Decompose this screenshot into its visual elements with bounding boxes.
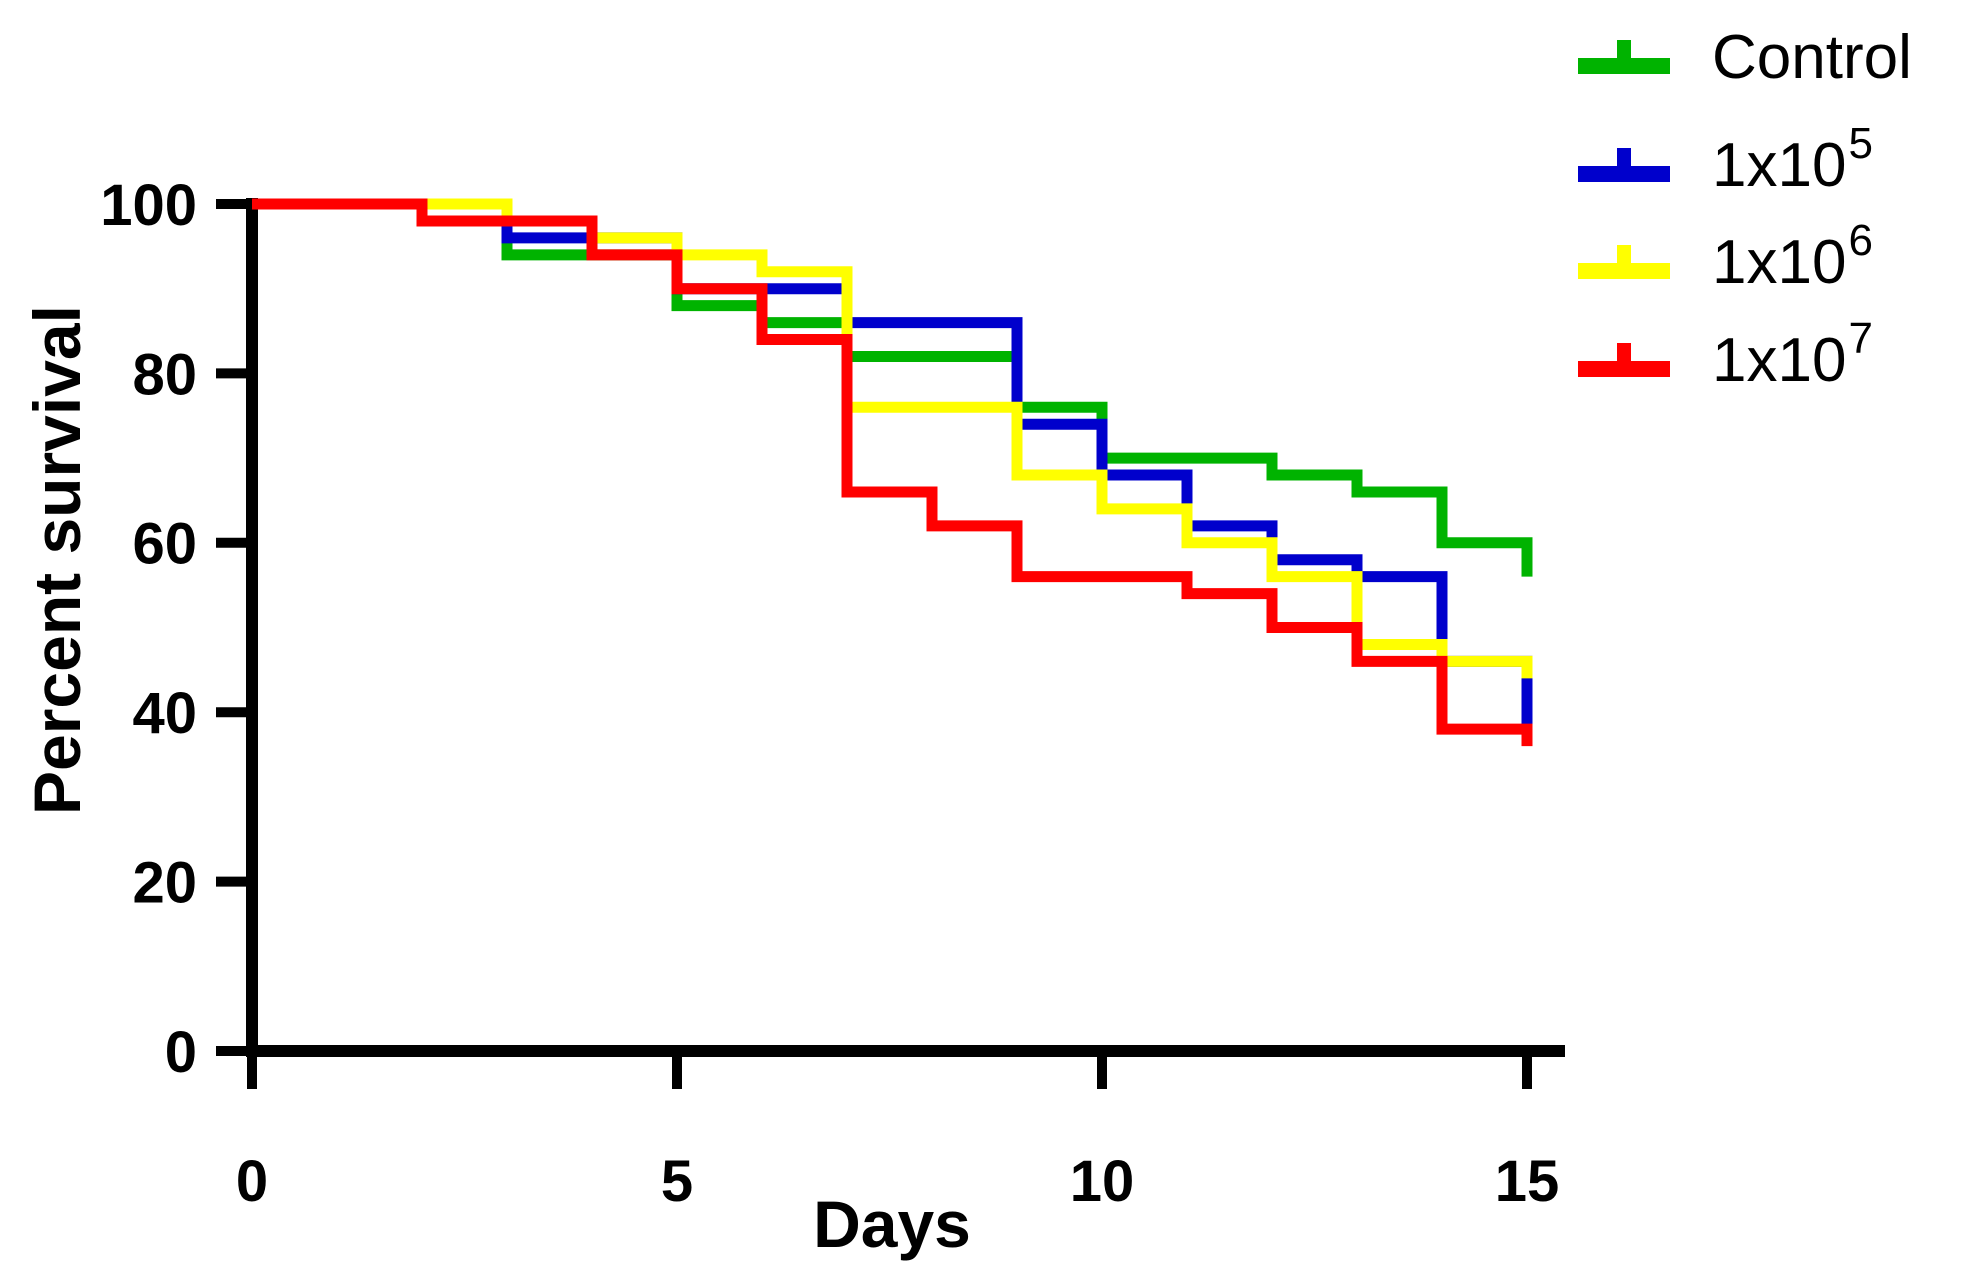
x-tick-label-15: 15 bbox=[1495, 1149, 1560, 1214]
legend-label-1x10e7: 1x107 bbox=[1712, 314, 1873, 395]
legend-marker-control-icon bbox=[1578, 38, 1670, 78]
legend-marker-1x10e7-icon bbox=[1578, 341, 1670, 381]
legend-marker-1x10e5-icon bbox=[1578, 146, 1670, 186]
y-tick-label-80: 80 bbox=[132, 342, 197, 407]
x-tick-label-0: 0 bbox=[236, 1149, 268, 1214]
legend-marker-1x10e6-icon bbox=[1578, 243, 1670, 283]
legend-label-1x10e6: 1x106 bbox=[1712, 216, 1873, 297]
curve-1x10e7 bbox=[252, 198, 1533, 747]
legend-item-1x10e6: 1x106 bbox=[1578, 215, 1873, 311]
y-tick-label-60: 60 bbox=[132, 512, 197, 577]
y-axis-title: Percent survival bbox=[20, 305, 94, 815]
legend: Control 1x105 1x106 1x107 bbox=[1578, 0, 1983, 420]
x-tick-label-5: 5 bbox=[661, 1149, 693, 1214]
x-tick-label-10: 10 bbox=[1070, 1149, 1135, 1214]
y-tick-label-20: 20 bbox=[132, 850, 197, 915]
legend-label-1x10e5: 1x105 bbox=[1712, 119, 1873, 200]
y-tick-label-100: 100 bbox=[100, 173, 197, 238]
curve-Control bbox=[252, 198, 1533, 577]
legend-item-1x10e7: 1x107 bbox=[1578, 313, 1873, 409]
legend-item-control: Control bbox=[1578, 10, 1912, 106]
legend-item-1x10e5: 1x105 bbox=[1578, 118, 1873, 214]
curve-1x10e5 bbox=[252, 198, 1533, 730]
x-axis-title: Days bbox=[813, 1187, 971, 1261]
curve-1x10e6 bbox=[252, 198, 1533, 679]
y-tick-label-0: 0 bbox=[165, 1020, 197, 1085]
y-tick-label-40: 40 bbox=[132, 681, 197, 746]
legend-label-control: Control bbox=[1712, 23, 1912, 92]
